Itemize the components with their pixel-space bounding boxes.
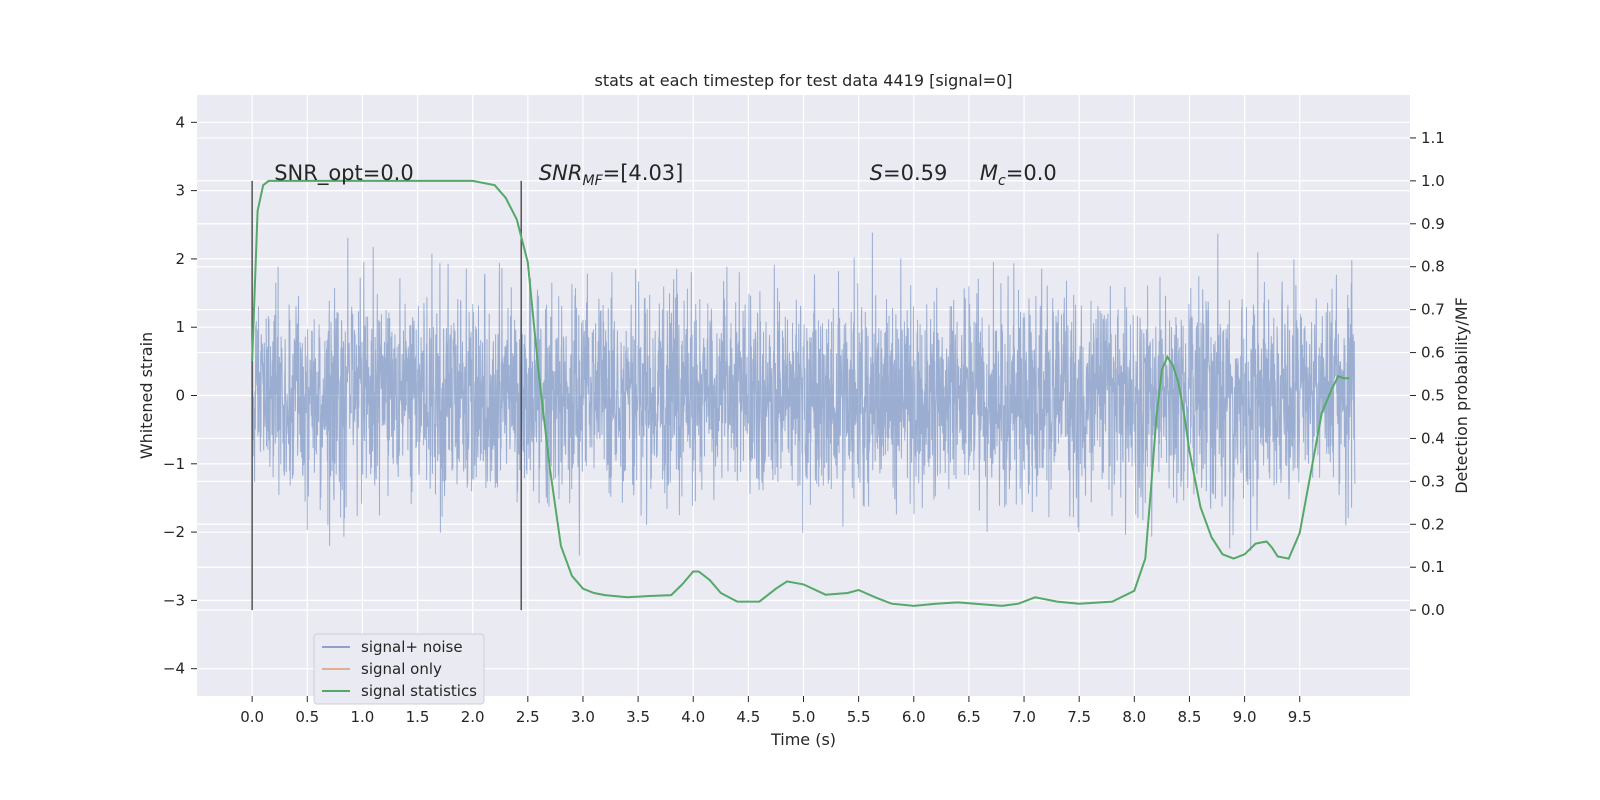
x-axis-ticks: 0.0 0.5 1.0 1.5 2.0 2.5 3.0 3.5 4.0 4.5 5.0 5.5 6.0 6… (240, 696, 1312, 726)
y2-tick-label: 0.8 (1421, 258, 1445, 276)
y-tick-label: −1 (163, 455, 185, 473)
x-tick-label: 1.5 (406, 708, 430, 726)
annotation-mc: Mc=0.0 (980, 161, 1057, 189)
y2-tick-label: 0.5 (1421, 387, 1445, 405)
y2-tick-label: 0.1 (1421, 558, 1445, 576)
y2-tick-label: 0.3 (1421, 472, 1445, 490)
legend-label-signal-only: signal only (361, 660, 442, 678)
annotation-mc-subscript: c (998, 173, 1006, 189)
chart-title: stats at each timestep for test data 441… (594, 71, 1012, 90)
x-tick-label: 0.5 (295, 708, 319, 726)
signal-statistics-line (251, 179, 1350, 607)
y-tick-label: −4 (163, 660, 185, 678)
x-tick-label: 3.5 (626, 708, 650, 726)
x-tick-label: 8.5 (1178, 708, 1202, 726)
x-tick-label: 4.0 (681, 708, 705, 726)
y-tick-label: 2 (175, 250, 185, 268)
y-tick-label: −2 (163, 523, 185, 541)
x-tick-label: 4.5 (736, 708, 760, 726)
y2-tick-label: 1.0 (1421, 172, 1445, 190)
annotation-snr-mf: SNRMF=[4.03] (539, 161, 684, 189)
series-signal-statistics (251, 179, 1350, 607)
vertical-markers (251, 180, 522, 611)
y-tick-label: 0 (175, 387, 185, 405)
y2-tick-label: 0.2 (1421, 515, 1445, 533)
x-tick-label: 6.5 (957, 708, 981, 726)
x-tick-label: 6.0 (902, 708, 926, 726)
y-tick-label: 3 (175, 182, 185, 200)
y2-tick-label: 0.7 (1421, 301, 1445, 319)
annotation-s: S=0.59 (870, 161, 948, 185)
x-tick-label: 2.5 (516, 708, 540, 726)
y-axis-ticks: −4 −3 −2 −1 0 1 2 3 4 (163, 113, 197, 678)
x-tick-label: 5.5 (847, 708, 871, 726)
y2-axis-label: Detection probability/MF (1452, 297, 1471, 494)
annotation-s-suffix: =0.59 (883, 161, 947, 185)
annotation-snr-mf-prefix: SNR (539, 161, 583, 185)
signal-noise-line (251, 232, 1356, 556)
annotation-mc-suffix: =0.0 (1006, 161, 1057, 185)
x-tick-label: 9.0 (1233, 708, 1257, 726)
legend-box (313, 633, 485, 705)
annotation-s-prefix: S (870, 161, 883, 185)
y2-tick-label: 1.1 (1421, 129, 1445, 147)
legend-label-signal-statistics: signal statistics (361, 682, 477, 700)
x-tick-label: 9.5 (1288, 708, 1312, 726)
y2-tick-label: 0.4 (1421, 429, 1445, 447)
annotation-mc-prefix: M (980, 161, 998, 185)
x-tick-label: 8.0 (1122, 708, 1146, 726)
x-tick-label: 7.5 (1067, 708, 1091, 726)
series-signal-noise (251, 232, 1356, 556)
x-tick-label: 5.0 (792, 708, 816, 726)
x-tick-label: 7.0 (1012, 708, 1036, 726)
annotation-snr-mf-suffix: =[4.03] (603, 161, 684, 185)
y-tick-label: 4 (175, 113, 185, 131)
annotations: SNR_opt=0.0 SNRMF=[4.03] S=0.59 Mc=0.0 (274, 161, 1057, 189)
y2-tick-label: 0.9 (1421, 215, 1445, 233)
annotation-snr-mf-subscript: MF (582, 173, 603, 189)
annotation-snr-opt: SNR_opt=0.0 (274, 161, 414, 186)
x-axis-label: Time (s) (770, 730, 836, 749)
x-tick-label: 0.0 (240, 708, 264, 726)
y-axis-label: Whitened strain (137, 332, 156, 459)
y-tick-label: −3 (163, 591, 185, 609)
y2-tick-label: 0.6 (1421, 344, 1445, 362)
x-tick-label: 3.0 (571, 708, 595, 726)
y-tick-label: 1 (175, 318, 185, 336)
legend: signal+ noise signal only signal statist… (313, 633, 485, 705)
legend-label-signal-noise: signal+ noise (361, 638, 463, 656)
y2-axis-ticks: 0.0 0.1 0.2 0.3 0.4 0.5 0.6 0.7 0.8 0.9 1.0 1.1 (1410, 129, 1445, 619)
x-tick-label: 2.0 (461, 708, 485, 726)
x-tick-label: 1.0 (350, 708, 374, 726)
y2-tick-label: 0.0 (1421, 601, 1445, 619)
